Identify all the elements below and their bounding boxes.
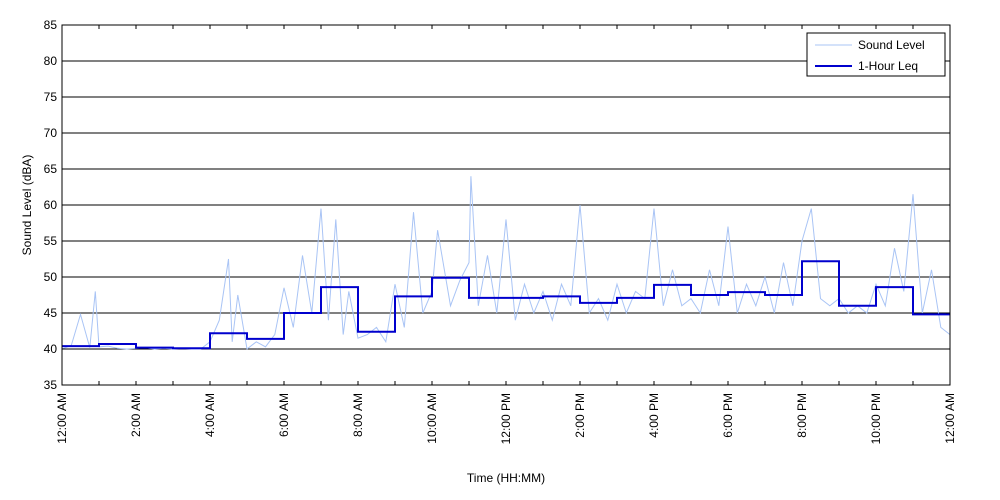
x-tick-label: 2:00 AM (129, 393, 143, 437)
series-line-leq (62, 260, 950, 350)
x-tick-label: 6:00 PM (721, 393, 735, 438)
x-tick-label: 8:00 AM (351, 393, 365, 437)
y-axis: 35 40 45 50 55 60 65 70 75 80 85 (44, 18, 950, 392)
y-tick-label: 50 (44, 270, 58, 284)
y-tick-label: 55 (44, 234, 58, 248)
series-layer (61, 176, 951, 350)
x-tick-label: 12:00 PM (499, 393, 513, 444)
gridlines (62, 60, 950, 350)
legend: Sound Level 1-Hour Leq (806, 32, 946, 77)
x-tick-label: 10:00 AM (425, 393, 439, 444)
x-axis-label: Time (HH:MM) (467, 471, 545, 485)
y-tick-label: 65 (44, 162, 58, 176)
x-tick-label: 10:00 PM (869, 393, 883, 444)
y-tick-label: 40 (44, 342, 58, 356)
y-tick-label: 85 (44, 18, 58, 32)
y-tick-label: 70 (44, 126, 58, 140)
legend-box (806, 32, 946, 77)
y-axis-label: Sound Level (dBA) (20, 155, 34, 256)
y-tick-label: 75 (44, 90, 58, 104)
x-tick-label: 6:00 AM (277, 393, 291, 437)
y-tick-label: 80 (44, 54, 58, 68)
x-axis: 12:00 AM 2:00 AM 4:00 AM 6:00 AM 8:00 AM 10:0… (55, 25, 957, 444)
series-line-sound-level (61, 176, 951, 350)
legend-label-leq: 1-Hour Leq (858, 59, 918, 73)
x-tick-label: 2:00 PM (573, 393, 587, 438)
x-tick-label: 12:00 AM (55, 393, 69, 444)
y-tick-label: 45 (44, 306, 58, 320)
x-tick-label: 4:00 AM (203, 393, 217, 437)
y-tick-label: 35 (44, 378, 58, 392)
legend-label-sound-level: Sound Level (858, 38, 925, 52)
y-tick-label: 60 (44, 198, 58, 212)
x-tick-label: 4:00 PM (647, 393, 661, 438)
x-tick-label: 12:00 AM (943, 393, 957, 444)
x-tick-label: 8:00 PM (795, 393, 809, 438)
